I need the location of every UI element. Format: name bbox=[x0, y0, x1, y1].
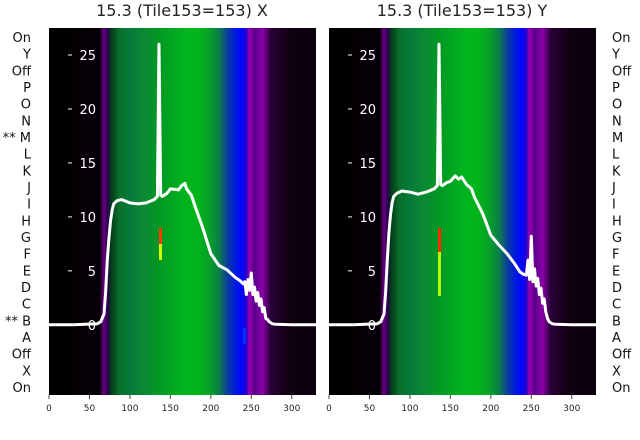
y-tick-label: 20 bbox=[79, 103, 96, 118]
x-tick-label: 150 bbox=[442, 404, 459, 414]
side-label: D bbox=[612, 281, 622, 296]
x-tick-label: 150 bbox=[162, 404, 179, 414]
side-label: A bbox=[612, 331, 621, 346]
side-label: K bbox=[612, 164, 621, 179]
x-ticks: 0 50 100 150 200 250 300 bbox=[46, 395, 301, 414]
heatmap-panel-y: 15.3 (Tile153=153) Y 0 50 100 150 200 250 300 … bbox=[326, 1, 632, 414]
series-line bbox=[49, 42, 316, 327]
x-tick-label: 100 bbox=[401, 404, 418, 414]
side-label: E bbox=[23, 264, 31, 279]
y-ticks: 0 5 10 15 20 25 bbox=[68, 49, 96, 334]
x-ticks: 0 50 100 150 200 250 300 bbox=[326, 395, 581, 414]
chart-title: 15.3 (Tile153=153) X bbox=[96, 1, 268, 20]
side-label: D bbox=[21, 281, 31, 296]
side-label: B bbox=[612, 314, 621, 329]
y-tick-label: 20 bbox=[359, 103, 376, 118]
side-label: P bbox=[23, 81, 31, 96]
x-tick-label: 100 bbox=[121, 404, 138, 414]
x-tick-label: 200 bbox=[482, 404, 499, 414]
y-tick-label: 15 bbox=[79, 157, 96, 172]
side-label: Off bbox=[12, 348, 32, 363]
heatmap-panel-x: 15.3 (Tile153=153) X 0 50 100 150 200 250 300 … bbox=[3, 1, 316, 414]
side-label: J bbox=[611, 181, 616, 196]
heatmap-hotspot bbox=[243, 328, 246, 344]
heatmap-background bbox=[329, 28, 596, 395]
y-tick-label: 25 bbox=[79, 49, 96, 64]
y-tick-label: 5 bbox=[368, 265, 376, 280]
y-tick-label: 0 bbox=[88, 319, 96, 334]
side-label: X bbox=[612, 364, 621, 379]
y-tick-label: 10 bbox=[359, 211, 376, 226]
side-label: ** B bbox=[5, 314, 31, 329]
side-label: H bbox=[612, 214, 622, 229]
side-label: ** M bbox=[3, 131, 31, 146]
heatmap-hotspot bbox=[438, 252, 441, 296]
side-label: K bbox=[22, 164, 31, 179]
side-label: Y bbox=[22, 48, 31, 63]
side-label: Off bbox=[612, 348, 632, 363]
side-label: N bbox=[612, 114, 622, 129]
y-tick-label: 25 bbox=[359, 49, 376, 64]
side-label: On bbox=[13, 381, 31, 396]
x-tick-label: 0 bbox=[46, 404, 52, 414]
side-label: O bbox=[21, 98, 31, 113]
side-label: Y bbox=[611, 48, 620, 63]
y-tick-label: 0 bbox=[368, 319, 376, 334]
y-tick-label: 5 bbox=[88, 265, 96, 280]
side-label: A bbox=[22, 331, 31, 346]
side-label: I bbox=[612, 198, 616, 213]
side-label: N bbox=[21, 114, 31, 129]
side-label: On bbox=[612, 31, 630, 46]
side-label: X bbox=[22, 364, 31, 379]
side-label: J bbox=[26, 181, 31, 196]
series-line bbox=[329, 42, 596, 327]
x-tick-label: 300 bbox=[283, 404, 300, 414]
side-label: G bbox=[612, 231, 622, 246]
side-label: H bbox=[21, 214, 31, 229]
x-tick-label: 50 bbox=[364, 404, 376, 414]
x-tick-label: 250 bbox=[523, 404, 540, 414]
heatmap-hotspot bbox=[438, 228, 441, 252]
side-label: L bbox=[24, 148, 32, 163]
side-label: F bbox=[24, 248, 31, 263]
x-tick-label: 300 bbox=[563, 404, 580, 414]
side-label: On bbox=[13, 31, 31, 46]
side-label: E bbox=[612, 264, 620, 279]
x-tick-label: 0 bbox=[326, 404, 332, 414]
side-label: I bbox=[27, 198, 31, 213]
side-label: On bbox=[612, 381, 630, 396]
x-tick-label: 200 bbox=[202, 404, 219, 414]
heatmap-hotspot bbox=[159, 228, 162, 244]
side-label: P bbox=[612, 81, 620, 96]
x-tick-label: 50 bbox=[84, 404, 96, 414]
side-label: Off bbox=[612, 64, 632, 79]
heatmap-background bbox=[49, 28, 316, 395]
chart-title: 15.3 (Tile153=153) Y bbox=[377, 1, 548, 20]
side-label: C bbox=[612, 298, 621, 313]
side-label: Off bbox=[12, 64, 32, 79]
side-label: G bbox=[21, 231, 31, 246]
heatmap-hotspot bbox=[159, 244, 162, 260]
y-tick-label: 10 bbox=[79, 211, 96, 226]
y-tick-label: 15 bbox=[359, 157, 376, 172]
y-ticks: 0 5 10 15 20 25 bbox=[348, 49, 376, 334]
side-label: L bbox=[612, 148, 620, 163]
side-label: F bbox=[612, 248, 619, 263]
side-label: O bbox=[612, 98, 622, 113]
side-label: M bbox=[612, 131, 623, 146]
x-tick-label: 250 bbox=[243, 404, 260, 414]
side-label: C bbox=[22, 298, 31, 313]
